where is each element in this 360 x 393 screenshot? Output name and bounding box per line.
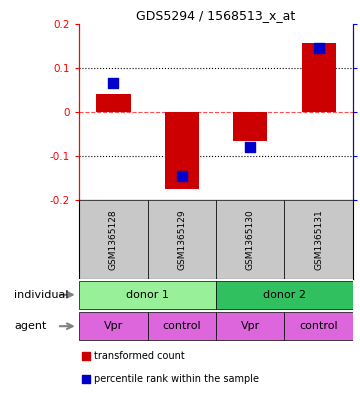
Bar	[284, 312, 353, 340]
Bar	[216, 200, 284, 279]
Text: donor 2: donor 2	[263, 290, 306, 300]
Text: control: control	[299, 321, 338, 331]
Bar	[79, 312, 148, 340]
Text: agent: agent	[14, 321, 47, 331]
Point	[316, 45, 321, 51]
Point	[247, 144, 253, 151]
Bar	[96, 94, 130, 112]
Text: GSM1365128: GSM1365128	[109, 209, 118, 270]
Text: GSM1365131: GSM1365131	[314, 209, 323, 270]
Bar	[148, 200, 216, 279]
Text: GSM1365129: GSM1365129	[177, 209, 186, 270]
Text: Vpr: Vpr	[104, 321, 123, 331]
Point	[111, 80, 116, 86]
Text: GSM1365130: GSM1365130	[246, 209, 255, 270]
Text: percentile rank within the sample: percentile rank within the sample	[94, 374, 259, 384]
Point	[83, 353, 89, 359]
Bar	[284, 200, 353, 279]
Bar	[216, 312, 284, 340]
Text: transformed count: transformed count	[94, 351, 185, 361]
Bar	[233, 112, 267, 141]
Bar	[302, 44, 336, 112]
Point	[83, 376, 89, 382]
Text: control: control	[162, 321, 201, 331]
Text: donor 1: donor 1	[126, 290, 169, 300]
Bar	[79, 200, 148, 279]
Bar	[148, 312, 216, 340]
Bar	[165, 112, 199, 189]
Bar	[79, 281, 216, 309]
Title: GDS5294 / 1568513_x_at: GDS5294 / 1568513_x_at	[136, 9, 296, 22]
Point	[179, 173, 185, 179]
Text: individual: individual	[14, 290, 69, 300]
Bar	[216, 281, 353, 309]
Text: Vpr: Vpr	[240, 321, 260, 331]
